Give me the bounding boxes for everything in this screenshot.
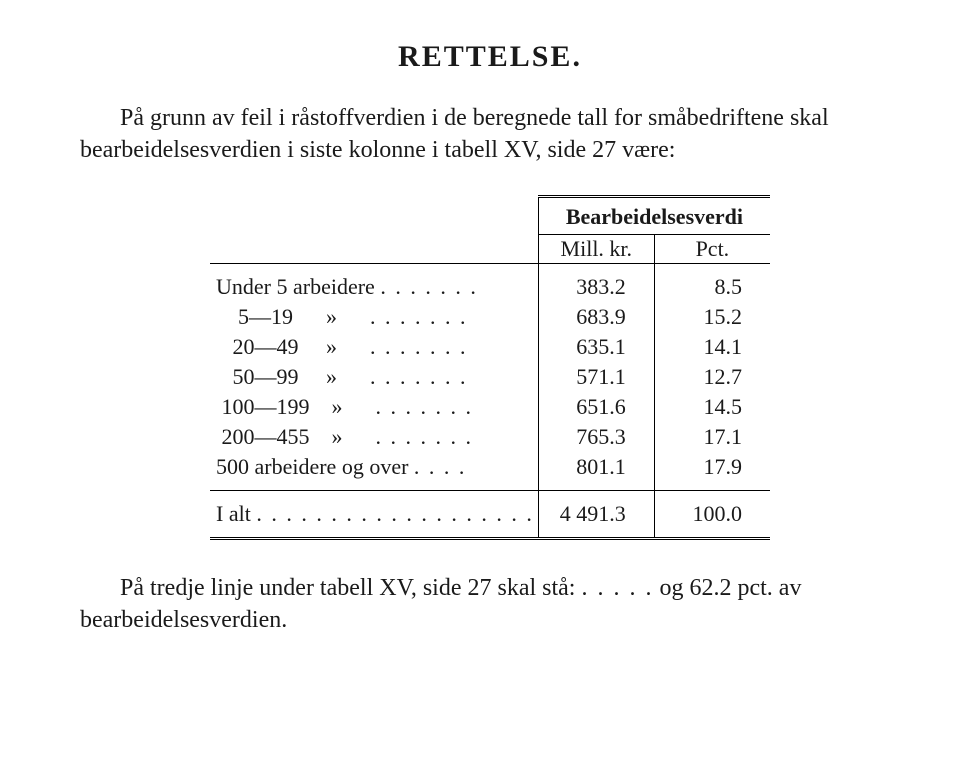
table-row: 500 arbeidere og over . . . . 801.1 17.9 (210, 452, 770, 482)
ditto-mark: » (321, 334, 343, 360)
col-header-2: Pct. (654, 234, 770, 263)
dots: . . . . . . . (370, 304, 468, 329)
row-label: 100—199 (222, 394, 310, 419)
table-row: 5—19 » . . . . . . . 683.9 15.2 (210, 302, 770, 332)
row-val-2: 14.1 (654, 332, 770, 362)
row-label: 5—19 (238, 304, 293, 329)
total-label: I alt (216, 501, 251, 526)
dots: . . . . . . . (376, 394, 474, 419)
table-row: 20—49 » . . . . . . . 635.1 14.1 (210, 332, 770, 362)
table-row: Under 5 arbeidere . . . . . . . 383.2 8.… (210, 272, 770, 302)
row-val-2: 17.9 (654, 452, 770, 482)
footer-paragraph: På tredje linje under tabell XV, side 27… (80, 572, 900, 637)
intro-paragraph: På grunn av feil i råstoffverdien i de b… (80, 102, 900, 167)
dots: . . . . . (581, 575, 653, 601)
dots: . . . . . . . (370, 334, 468, 359)
total-val-2: 100.0 (654, 499, 770, 529)
row-label: 20—49 (233, 334, 299, 359)
dots: . . . . . . . (370, 364, 468, 389)
table-total-row: I alt . . . . . . . . . . . . . . . . . … (210, 499, 770, 529)
total-val-1: 4 491.3 (538, 499, 654, 529)
row-val-2: 8.5 (654, 272, 770, 302)
ditto-mark: » (326, 424, 348, 450)
table-row: 100—199 » . . . . . . . 651.6 14.5 (210, 392, 770, 422)
row-label: 50—99 (233, 364, 299, 389)
row-val-1: 801.1 (538, 452, 654, 482)
intro-text: På grunn av feil i råstoffverdien i de b… (80, 105, 829, 163)
header-span: Bearbeidelsesverdi (538, 196, 770, 234)
row-val-2: 12.7 (654, 362, 770, 392)
dots: . . . . . . . . . . . . . . . . . . . (256, 501, 534, 526)
col-header-1: Mill. kr. (538, 234, 654, 263)
row-val-1: 571.1 (538, 362, 654, 392)
row-val-2: 15.2 (654, 302, 770, 332)
row-val-1: 383.2 (538, 272, 654, 302)
table-row: 200—455 » . . . . . . . 765.3 17.1 (210, 422, 770, 452)
table-row: 50—99 » . . . . . . . 571.1 12.7 (210, 362, 770, 392)
ditto-mark: » (321, 304, 343, 330)
row-val-1: 765.3 (538, 422, 654, 452)
row-label: Under 5 arbeidere (216, 274, 375, 299)
page-title: RETTELSE. (80, 40, 900, 74)
ditto-mark: » (326, 394, 348, 420)
dots: . . . . (414, 454, 467, 479)
dots: . . . . . . . (376, 424, 474, 449)
row-label: 200—455 (222, 424, 310, 449)
footer-text-a: På tredje linje under tabell XV, side 27… (120, 575, 575, 601)
row-val-2: 14.5 (654, 392, 770, 422)
row-val-2: 17.1 (654, 422, 770, 452)
row-val-1: 683.9 (538, 302, 654, 332)
row-label: 500 arbeidere og over (216, 454, 408, 479)
ditto-mark: » (321, 364, 343, 390)
table-container: Bearbeidelsesverdi Mill. kr. Pct. Under … (210, 195, 770, 542)
row-val-1: 635.1 (538, 332, 654, 362)
data-table: Bearbeidelsesverdi Mill. kr. Pct. Under … (210, 195, 770, 542)
row-val-1: 651.6 (538, 392, 654, 422)
dots: . . . . . . . (380, 274, 478, 299)
